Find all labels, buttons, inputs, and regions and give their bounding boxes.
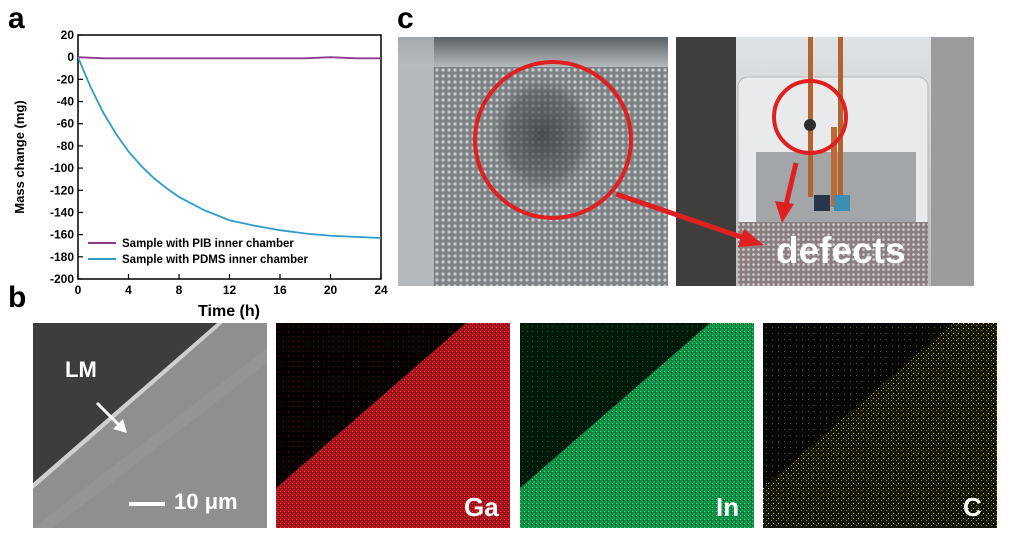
panel-letter-c: c [397,2,414,35]
eds-label-c: C [963,492,982,522]
panel-letter-b: b [8,281,27,314]
x-axis-label: Time (h) [198,303,260,320]
lm-pointer-arrow [95,401,127,433]
electrode-wire-left [808,37,813,197]
x-tick-label: 0 [75,283,82,297]
y-tick-label: 20 [61,28,75,42]
y-tick-label: -160 [50,228,74,242]
scale-bar-label: 10 μm [174,489,238,514]
x-tick-label: 8 [176,283,183,297]
eds-map-ga: Ga [276,323,510,528]
panel-letter-a: a [8,2,25,35]
defect-arrow-right-line [783,162,799,206]
defects-label: defects [776,230,906,271]
eds-label-ga: Ga [464,492,499,522]
series-line-pib [78,56,381,60]
mass-change-chart: 200-20-40-60-80-100-120-140-160-180-200 … [12,28,388,320]
defect-arrow-left-line [615,191,751,243]
defect-circle-right [772,79,848,155]
device-photo-right [676,37,974,286]
y-tick-label: -40 [57,95,75,109]
x-tick-label: 12 [223,283,237,297]
defect-annotation-overlay [473,60,848,247]
x-tick-label: 16 [273,283,287,297]
defect-stain [488,73,598,197]
sem-image: LM 10 μm [33,323,267,528]
x-tick-label: 24 [374,283,388,297]
x-tick-label: 20 [324,283,338,297]
defect-arrow-right-head [775,201,794,223]
chart-legend: Sample with PIB inner chamber Sample with… [88,238,308,266]
y-tick-label: -80 [57,139,75,153]
y-tick-label: -60 [57,117,75,131]
series-line-pdms [78,56,381,239]
legend-label: Sample with PDMS inner chamber [122,254,308,266]
y-tick-label: 0 [67,50,74,64]
y-tick-label: -20 [57,72,75,86]
legend-label: Sample with PIB inner chamber [122,238,294,250]
eds-map-c: C [763,323,997,528]
defect-arrow-left-head [738,229,764,247]
defect-circle-left [473,60,633,220]
electrode-wire-right [838,37,843,202]
scale-bar [129,502,165,506]
y-tick-label: -120 [50,183,74,197]
lm-label: LM [65,357,97,382]
y-axis-label: Mass change (mg) [12,100,27,213]
y-tick-label: -180 [50,250,74,264]
device-photo-left [398,37,668,286]
y-tick-label: -140 [50,205,74,219]
y-tick-label: -100 [50,161,74,175]
y-tick-label: -200 [50,272,74,286]
lm-grid-bottom [738,222,928,286]
eds-label-in: In [716,492,740,522]
eds-map-in: In [520,323,754,528]
x-tick-label: 4 [125,283,132,297]
